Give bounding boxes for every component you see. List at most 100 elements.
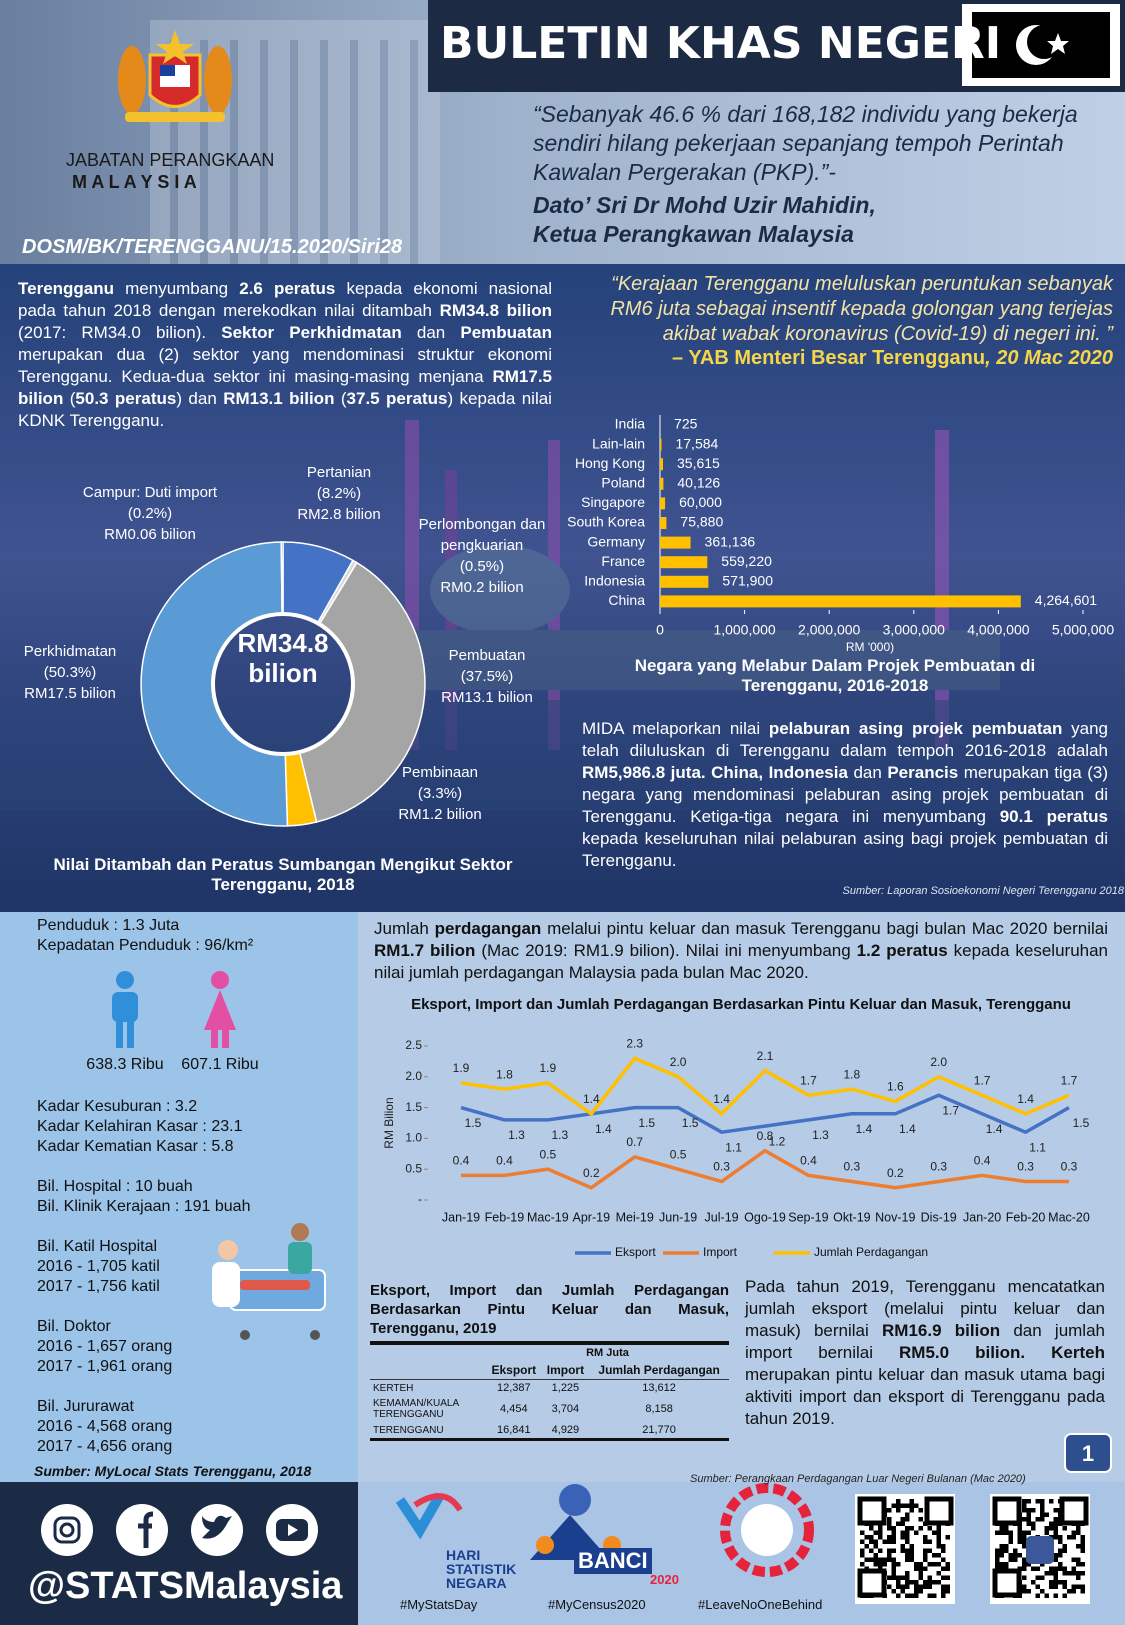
table-cell: 4,929 xyxy=(551,1424,580,1436)
qr-cell xyxy=(1035,1584,1040,1589)
qr-cell xyxy=(1062,1571,1067,1576)
qr-cell xyxy=(999,1530,1004,1535)
qr-cell xyxy=(1071,1530,1076,1535)
donut-label: Pertanian (8.2%) RM2.8 bilion xyxy=(254,462,424,525)
qr-cell xyxy=(905,1593,910,1598)
qr-cell xyxy=(1022,1530,1027,1535)
x-tick-label: 1,000,000 xyxy=(713,622,775,638)
qr-cell xyxy=(896,1521,901,1526)
qr-cell xyxy=(909,1553,914,1558)
qr-cell xyxy=(882,1539,887,1544)
stat-line: 2016 - 4,568 orang xyxy=(37,1418,173,1435)
qr-cell xyxy=(1071,1566,1076,1571)
qr-cell xyxy=(1076,1530,1081,1535)
qr-cell xyxy=(923,1580,928,1585)
qr-cell xyxy=(878,1562,883,1567)
qr-cell xyxy=(1044,1593,1049,1598)
qr-cell xyxy=(1080,1544,1085,1549)
demographics-bg xyxy=(0,912,358,1482)
qr-cell xyxy=(905,1526,910,1531)
qr-cell xyxy=(864,1544,869,1549)
hospital-illustration xyxy=(212,1223,326,1340)
bold-text: RM5.0 bilion. xyxy=(899,1343,1026,1362)
quote2-author: – YAB Menteri Besar Terengganu xyxy=(672,347,986,369)
bold-text: 90.1 peratus xyxy=(999,807,1108,826)
bold-text: perdagangan xyxy=(434,919,542,938)
qr-cell xyxy=(860,1553,865,1558)
female-icon xyxy=(204,971,236,1048)
donut-amount-label: RM2.8 bilion xyxy=(297,506,381,523)
qr-cell xyxy=(1008,1535,1013,1540)
data-label: 1.4 xyxy=(1017,1092,1034,1106)
qr-cell xyxy=(873,1562,878,1567)
bold-text: Perancis xyxy=(887,763,959,782)
data-label: 1.6 xyxy=(887,1080,904,1094)
qr-cell xyxy=(905,1575,910,1580)
qr-cell xyxy=(1049,1580,1054,1585)
text: melalui pintu keluar dan masuk Terenggan… xyxy=(541,919,1108,938)
qr-cell xyxy=(869,1557,874,1562)
qr-cell xyxy=(1031,1526,1036,1531)
qr-cell xyxy=(1031,1566,1036,1571)
text: ( xyxy=(63,389,76,408)
table-cell: 13,612 xyxy=(642,1382,676,1394)
bold-text: 37.5 peratus xyxy=(346,389,448,408)
qr-cell xyxy=(864,1535,869,1540)
bar-category: India xyxy=(615,416,646,432)
bar xyxy=(660,595,1021,608)
qr-cell xyxy=(896,1503,901,1508)
table-frame: RM Juta Eksport Import Jumlah Perdagangan KE… xyxy=(370,1341,729,1441)
qr-cell xyxy=(1062,1566,1067,1571)
population: Penduduk : 1.3 Juta xyxy=(37,917,180,934)
qr-cell xyxy=(882,1557,887,1562)
stat-line: 2017 - 1,961 orang xyxy=(37,1358,173,1375)
qr-cell xyxy=(887,1517,892,1522)
bar xyxy=(660,536,691,549)
data-label: 0.7 xyxy=(626,1135,643,1149)
qr-cell xyxy=(927,1575,932,1580)
qr-cell xyxy=(918,1584,923,1589)
qr-cell xyxy=(918,1526,923,1531)
qr-cell xyxy=(891,1575,896,1580)
qr-cell xyxy=(1013,1557,1018,1562)
x-tick-label: Jul-19 xyxy=(705,1210,739,1224)
qr-cell xyxy=(1022,1557,1027,1562)
x-tick-label: Jun-19 xyxy=(659,1210,697,1224)
bold-text: 1.2 peratus xyxy=(856,941,948,960)
qr-cell xyxy=(1022,1584,1027,1589)
qr-cell xyxy=(887,1508,892,1513)
text: (Mac 2019: RM1.9 bilion). Nilai ini meny… xyxy=(475,941,857,960)
qr-cell xyxy=(936,1544,941,1549)
text: ( xyxy=(334,389,347,408)
qr-cell xyxy=(905,1584,910,1589)
data-label: 0.4 xyxy=(974,1154,991,1168)
data-label: 1.9 xyxy=(453,1061,470,1075)
table-cell: 1,225 xyxy=(551,1382,580,1394)
x-tick-label: 2,000,000 xyxy=(798,622,860,638)
text: ) dan xyxy=(176,389,224,408)
qr-cell xyxy=(887,1526,892,1531)
data-label: 2.1 xyxy=(757,1049,774,1063)
qr-cell xyxy=(923,1553,928,1558)
qr-cell xyxy=(864,1557,869,1562)
data-label: 1.5 xyxy=(465,1116,482,1130)
qr-cell xyxy=(860,1562,865,1567)
qr-cell xyxy=(995,1557,1000,1562)
qr-cell xyxy=(896,1499,901,1504)
qr-cell xyxy=(1040,1589,1045,1594)
qr-cell xyxy=(891,1566,896,1571)
bold-text: RM5,986.8 juta. China, Indonesia xyxy=(582,763,848,782)
qr-cell xyxy=(878,1530,883,1535)
table-cell: TERENGGANU xyxy=(373,1424,444,1436)
qr-cell xyxy=(873,1539,878,1544)
bar-category: China xyxy=(608,592,645,608)
qr-cell xyxy=(1053,1521,1058,1526)
text: kepada keseluruhan nilai jumlah perdagan… xyxy=(374,941,1109,982)
qr-cell xyxy=(891,1571,896,1576)
qr-cell xyxy=(999,1526,1004,1531)
qr-cell xyxy=(1062,1526,1067,1531)
qr-cell xyxy=(1071,1535,1076,1540)
qr-cell xyxy=(1026,1589,1031,1594)
data-label: 1.5 xyxy=(682,1116,699,1130)
qr-cell xyxy=(896,1580,901,1585)
